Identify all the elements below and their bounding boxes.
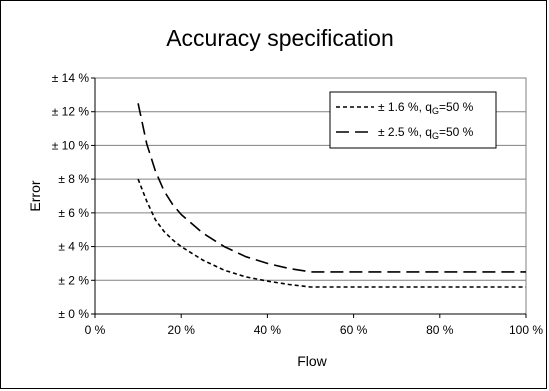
series-line [137,103,526,273]
x-tick-label: 80 % [426,323,454,337]
y-tick-label: ± 0 % [58,307,89,321]
x-tick-label: 100 % [509,323,543,337]
chart-title: Accuracy specification [166,25,394,51]
y-tick-label: ± 6 % [58,206,89,220]
y-tick-label: ± 14 % [52,71,90,85]
x-tick-label: 20 % [168,323,196,337]
legend-label: ± 2.5 %, qG=50 % [378,125,474,141]
x-tick-labels: 0 % 20 % 40 % 60 % 80 % 100 % [85,314,543,337]
y-tick-label: ± 10 % [52,138,90,152]
x-tick-label: 60 % [340,323,368,337]
legend-box [329,91,497,149]
x-axis-label: Flow [297,353,327,369]
legend-label: ± 1.6 %, qG=50 % [378,100,474,116]
x-tick-label: 0 % [85,323,106,337]
y-tick-label: ± 2 % [58,273,89,287]
y-tick-label: ± 12 % [52,105,90,119]
series-lines [137,103,526,288]
y-tick-labels: ± 0 % ± 2 % ± 4 % ± 6 % ± 8 % ± 10 % ± 12 % ± 1… [52,71,90,321]
y-tick-label: ± 4 % [58,240,89,254]
x-tick-label: 40 % [254,323,282,337]
y-axis-label: Error [27,180,43,211]
series-line [137,178,526,288]
legend: ± 1.6 %, qG=50 % ± 2.5 %, qG=50 % [329,91,497,149]
y-tick-label: ± 8 % [58,172,89,186]
